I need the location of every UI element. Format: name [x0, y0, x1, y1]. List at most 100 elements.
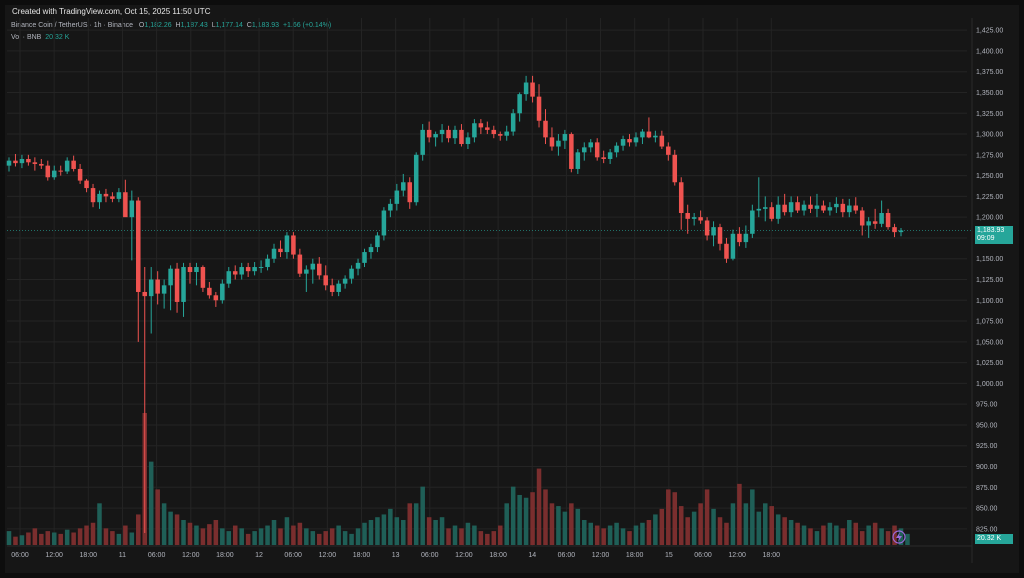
candle-body — [168, 268, 173, 286]
time-tick-label: 18:00 — [353, 552, 371, 559]
candle-body — [594, 142, 600, 158]
volume-bar — [194, 525, 199, 545]
volume-bar — [258, 528, 264, 545]
volume-bar — [6, 531, 12, 545]
candle-body — [194, 267, 199, 273]
volume-bar — [821, 525, 826, 545]
candle-body — [304, 269, 309, 274]
volume-bar — [394, 517, 400, 545]
volume-value: 20.32 K — [45, 34, 70, 41]
candle-body — [808, 204, 813, 209]
volume-bar — [601, 528, 606, 545]
volume-bar — [342, 531, 348, 545]
volume-bar — [762, 503, 768, 545]
volume-bar — [161, 503, 167, 545]
volume-bar — [711, 508, 716, 545]
time-tick-label: 12:00 — [45, 552, 63, 559]
volume-bar — [769, 506, 774, 545]
volume-bar — [420, 486, 425, 545]
price-axis: 1,425.00 1,400.00 1,375.00 1,350.00 1,325.00… — [976, 28, 1003, 534]
volume-bar — [782, 517, 787, 545]
volume-bar — [795, 522, 800, 545]
volume-bar — [775, 514, 781, 545]
volume-bar — [368, 519, 374, 545]
volume-bar — [316, 533, 322, 545]
candle-body — [316, 263, 322, 276]
price-tick-label: 850.00 — [976, 506, 998, 513]
candle-body — [123, 192, 128, 218]
candle-body — [349, 268, 354, 279]
price-tick-label: 1,025.00 — [976, 360, 1003, 367]
volume-bar — [220, 528, 225, 545]
volume-bar — [788, 519, 794, 545]
candle-body — [278, 248, 283, 253]
volume-bar — [614, 522, 619, 545]
candle-body — [291, 235, 296, 255]
volume-bar — [627, 531, 632, 545]
price-tick-label: 1,050.00 — [976, 339, 1003, 346]
candle-body — [472, 123, 477, 138]
volume-legend: Vol · BNB 20.32 K — [11, 34, 69, 41]
candle-body — [556, 140, 561, 147]
candle-body — [381, 210, 387, 236]
price-tick-label: 1,250.00 — [976, 173, 1003, 180]
time-tick-label: 18:00 — [489, 552, 507, 559]
volume-bar — [426, 517, 432, 545]
candle-body — [19, 158, 25, 164]
candle-body — [485, 127, 490, 130]
candle-body — [795, 202, 800, 211]
volume-bar — [497, 525, 503, 545]
symbol-title[interactable]: Binance Coin / TetherUS · 1h · Binance — [11, 22, 134, 29]
price-tick-label: 1,000.00 — [976, 381, 1003, 388]
volume-bar — [646, 519, 652, 545]
candle-body — [220, 283, 225, 301]
candle-body — [39, 163, 44, 166]
volume-bar — [536, 468, 542, 545]
high-label: H — [175, 22, 181, 29]
candle-body — [232, 271, 238, 275]
price-tick-label: 875.00 — [976, 485, 998, 492]
volume-bar — [45, 531, 51, 545]
candle-body — [420, 129, 425, 155]
candle-body — [271, 248, 277, 259]
price-tick-label: 1,375.00 — [976, 69, 1003, 76]
candle-body — [821, 205, 826, 211]
volume-bar — [58, 533, 63, 545]
candle-body — [103, 193, 109, 197]
candle-body — [32, 162, 38, 164]
volume-bar — [278, 528, 283, 545]
lightning-icon[interactable] — [892, 530, 906, 544]
candle-body — [562, 134, 568, 141]
volume-bar — [129, 532, 135, 545]
candle-body — [678, 182, 684, 214]
candle-body — [155, 279, 160, 294]
candle-body — [174, 268, 180, 302]
open-value: 1,182.26 — [144, 22, 172, 29]
candle-body — [433, 134, 438, 138]
candle-body — [310, 263, 316, 270]
volume-bar — [653, 514, 658, 545]
volume-label[interactable]: Vol · BNB — [11, 34, 42, 41]
candle-body — [847, 205, 852, 213]
candle-body — [45, 165, 51, 178]
candle-body — [782, 204, 787, 213]
candle-body — [582, 147, 587, 153]
volume-bar — [239, 528, 244, 545]
candle-body — [355, 262, 361, 269]
candle-body — [245, 267, 251, 272]
candle-body — [297, 254, 303, 274]
time-tick-label: 06:00 — [694, 552, 712, 559]
volume-bar — [698, 503, 703, 545]
volume-bar — [569, 503, 574, 545]
price-tick-label: 1,300.00 — [976, 132, 1003, 139]
volume-bar — [174, 514, 180, 545]
candle-body — [698, 217, 703, 221]
candle-body — [407, 182, 413, 203]
candle-body — [866, 221, 871, 226]
candle-body — [685, 213, 690, 219]
candle-body — [666, 146, 671, 155]
candle-body — [342, 278, 348, 284]
time-tick-label: 06:00 — [421, 552, 439, 559]
volume-bar — [362, 522, 367, 545]
